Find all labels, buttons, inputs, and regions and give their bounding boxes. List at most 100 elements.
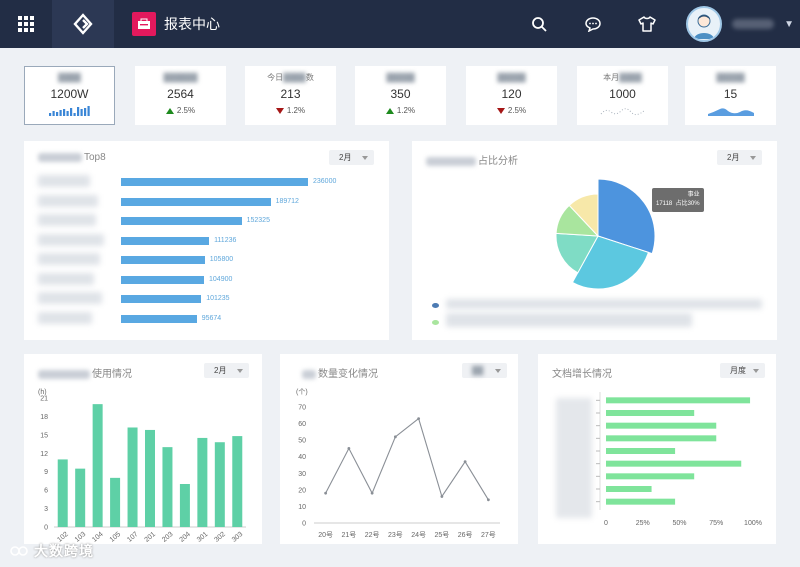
- top8-bar[interactable]: [121, 197, 271, 206]
- pie-slice[interactable]: [571, 235, 650, 290]
- usage-bar[interactable]: [197, 437, 208, 527]
- docs-bar[interactable]: [606, 498, 676, 505]
- usage-bar[interactable]: [75, 468, 86, 527]
- usage-bar[interactable]: [232, 436, 243, 527]
- top8-bar[interactable]: [121, 217, 242, 225]
- line-point[interactable]: [486, 498, 490, 502]
- x-tick-label: 105: [109, 531, 123, 544]
- top8-row-label: [38, 214, 96, 226]
- x-tick-label: 50%: [672, 520, 686, 527]
- month-dropdown[interactable]: 2月: [329, 150, 374, 165]
- top8-value-label: 104900: [209, 275, 233, 283]
- kpi-card-5[interactable]: █████ 120 2.5%: [466, 66, 557, 125]
- x-tick-label: 26号: [458, 531, 473, 539]
- docs-bar[interactable]: [606, 410, 695, 416]
- spark-bar: [59, 110, 62, 116]
- chat-icon[interactable]: [566, 0, 620, 48]
- trend-down-icon: [275, 108, 284, 114]
- apps-grid-icon[interactable]: [0, 0, 52, 48]
- shirt-icon[interactable]: [620, 0, 674, 48]
- usage-bar[interactable]: [179, 484, 190, 527]
- usage-bar[interactable]: [127, 427, 138, 527]
- line-point[interactable]: [417, 417, 421, 420]
- x-tick-label: 21号: [341, 531, 356, 539]
- spark-bar: [66, 111, 69, 116]
- kpi-pct: 2.5%: [507, 106, 527, 115]
- pie-slice[interactable]: [555, 232, 599, 274]
- chevron-down-icon: [753, 368, 759, 373]
- top8-row-label: [38, 311, 92, 324]
- x-tick-label: 302: [213, 531, 227, 544]
- month-dropdown[interactable]: 2月: [204, 363, 249, 378]
- usage-bar[interactable]: [162, 447, 173, 527]
- top8-bar[interactable]: [121, 236, 210, 245]
- usage-bar[interactable]: [92, 404, 103, 527]
- x-tick-label: 204: [179, 531, 193, 544]
- top8-bar[interactable]: [121, 295, 202, 303]
- usage-bar[interactable]: [145, 429, 155, 527]
- y-tick-label: 15: [40, 432, 48, 439]
- usage-bar[interactable]: [110, 477, 121, 527]
- quantity-line-chart: (个) 0 10 20 30 40 50 60 70 20号 21号 22号 23号 24号 25号 26号 2…: [296, 388, 500, 539]
- chevron-down-icon: [750, 155, 756, 160]
- line-point[interactable]: [440, 495, 444, 498]
- top8-bar[interactable]: [121, 256, 205, 264]
- docs-bar[interactable]: [606, 435, 717, 442]
- y-tick-label: 0: [44, 525, 48, 532]
- pie-slice[interactable]: [597, 178, 656, 255]
- usage-bar[interactable]: [214, 442, 225, 527]
- y-tick-label: 20: [298, 487, 306, 494]
- line-point[interactable]: [463, 460, 467, 464]
- docs-bar[interactable]: [606, 486, 652, 492]
- kpi-pct: 1.2%: [396, 106, 416, 115]
- logo-icon[interactable]: [52, 0, 114, 48]
- period-dropdown[interactable]: ██: [462, 363, 507, 378]
- docs-bar[interactable]: [606, 422, 717, 429]
- spark-bar: [55, 112, 58, 116]
- top8-row-label: [38, 175, 90, 187]
- avatar[interactable]: [686, 6, 723, 42]
- top8-bar[interactable]: [121, 275, 205, 284]
- top8-bar[interactable]: [121, 314, 197, 323]
- month-dropdown[interactable]: 2月: [717, 150, 762, 165]
- x-tick-label: 301: [196, 531, 210, 544]
- top8-value-label: 101235: [206, 295, 230, 302]
- spark-bar: [80, 109, 83, 116]
- kpi-card-3[interactable]: 今日████数 213 1.2%: [245, 66, 336, 125]
- usage-bar[interactable]: [57, 459, 68, 527]
- panel-title: Top8: [38, 152, 106, 163]
- kpi-card-2[interactable]: ██████ 2564 2.5%: [135, 66, 226, 125]
- top8-row-label: [38, 292, 102, 304]
- y-axis-unit: (个): [296, 388, 308, 396]
- kpi-card-6[interactable]: 本月████ 1000: [577, 66, 668, 125]
- search-icon[interactable]: [512, 0, 566, 48]
- line-point[interactable]: [347, 447, 351, 450]
- line-point[interactable]: [370, 491, 374, 495]
- line-point[interactable]: [393, 435, 397, 439]
- kpi-pct: 2.5%: [176, 106, 196, 115]
- kpi-card-total[interactable]: ████ 1200W: [24, 66, 115, 125]
- pie-slice[interactable]: [568, 193, 599, 238]
- x-tick-label: 303: [231, 531, 245, 544]
- docs-bar[interactable]: [606, 397, 751, 404]
- period-dropdown[interactable]: 月度: [720, 363, 765, 378]
- kpi-area-sparkline: [686, 105, 775, 117]
- y-tick-label: 10: [298, 504, 306, 511]
- docs-bar[interactable]: [606, 448, 676, 454]
- x-tick-label: 75%: [709, 520, 723, 527]
- user-name[interactable]: [732, 19, 775, 29]
- top8-bar[interactable]: [121, 178, 308, 186]
- x-tick-label: 107: [126, 531, 140, 544]
- pie-chart[interactable]: [533, 171, 663, 301]
- chevron-down-icon[interactable]: ▼: [784, 18, 794, 30]
- kpi-value: 1200W: [50, 87, 89, 101]
- report-center-tab[interactable]: 报表中心: [132, 12, 220, 36]
- docs-bar[interactable]: [606, 460, 742, 467]
- line-point[interactable]: [324, 491, 328, 495]
- usage-panel: 使用情况 2月 (h) 0 3 6 9 12 15 18 21 102 103 104 105 107 20…: [24, 354, 262, 544]
- kpi-card-7[interactable]: █████ 15: [685, 66, 776, 125]
- docs-bar[interactable]: [606, 473, 695, 480]
- top8-value-label: 236000: [313, 178, 337, 185]
- top8-row-label: [38, 253, 100, 265]
- kpi-card-4[interactable]: █████ 350 1.2%: [355, 66, 446, 125]
